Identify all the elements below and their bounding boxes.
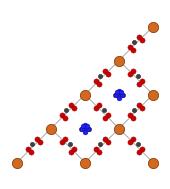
Point <box>64 116 66 119</box>
Point <box>141 107 143 110</box>
Point <box>141 39 143 42</box>
Point <box>16 161 18 164</box>
Point <box>84 161 86 164</box>
Point <box>99 74 101 77</box>
Point <box>84 127 86 130</box>
Point <box>152 161 154 164</box>
Point <box>61 141 63 144</box>
Point <box>121 93 123 96</box>
Point <box>84 124 86 127</box>
Point <box>132 48 134 51</box>
Point <box>82 125 84 128</box>
Point <box>152 93 154 96</box>
Point <box>50 127 52 130</box>
Point <box>137 142 139 145</box>
Point <box>152 25 154 28</box>
Point <box>118 127 120 130</box>
Point <box>118 93 120 96</box>
Point <box>104 116 106 119</box>
Point <box>70 150 72 153</box>
Point <box>114 93 117 96</box>
Point <box>132 116 134 119</box>
Point <box>87 127 90 130</box>
Point <box>116 91 118 94</box>
Point <box>115 93 117 96</box>
Point <box>31 142 33 145</box>
Point <box>70 104 72 107</box>
Point <box>27 147 29 150</box>
Point <box>99 142 101 145</box>
Point <box>73 107 75 110</box>
Point <box>95 107 97 110</box>
Point <box>107 141 109 144</box>
Point <box>98 82 100 85</box>
Point <box>118 96 120 99</box>
Point <box>98 150 100 153</box>
Point <box>118 90 120 93</box>
Point <box>129 113 131 116</box>
Point <box>69 142 71 145</box>
Point <box>73 147 75 150</box>
Point <box>107 113 109 116</box>
Point <box>36 138 38 141</box>
Point <box>80 127 83 130</box>
Point <box>87 127 89 130</box>
Point <box>104 138 106 141</box>
Point <box>39 141 41 144</box>
Point <box>132 70 134 73</box>
Point <box>121 93 124 96</box>
Point <box>65 108 67 111</box>
Point <box>133 40 135 43</box>
Point <box>129 45 131 48</box>
Point <box>84 130 86 133</box>
Point <box>86 125 88 128</box>
Point <box>133 108 135 111</box>
Point <box>138 82 140 85</box>
Point <box>118 59 120 62</box>
Point <box>81 127 83 130</box>
Point <box>104 70 106 73</box>
Point <box>132 138 134 141</box>
Point <box>64 138 66 141</box>
Point <box>95 147 97 150</box>
Point <box>98 104 100 107</box>
Point <box>138 36 140 39</box>
Point <box>129 141 131 144</box>
Point <box>95 79 97 82</box>
Point <box>141 147 143 150</box>
Point <box>129 73 131 76</box>
Point <box>141 79 143 82</box>
Point <box>137 74 139 77</box>
Point <box>107 73 109 76</box>
Point <box>138 150 140 153</box>
Point <box>84 93 86 96</box>
Point <box>120 91 122 94</box>
Point <box>30 150 32 153</box>
Point <box>103 108 105 111</box>
Point <box>138 104 140 107</box>
Point <box>61 113 63 116</box>
